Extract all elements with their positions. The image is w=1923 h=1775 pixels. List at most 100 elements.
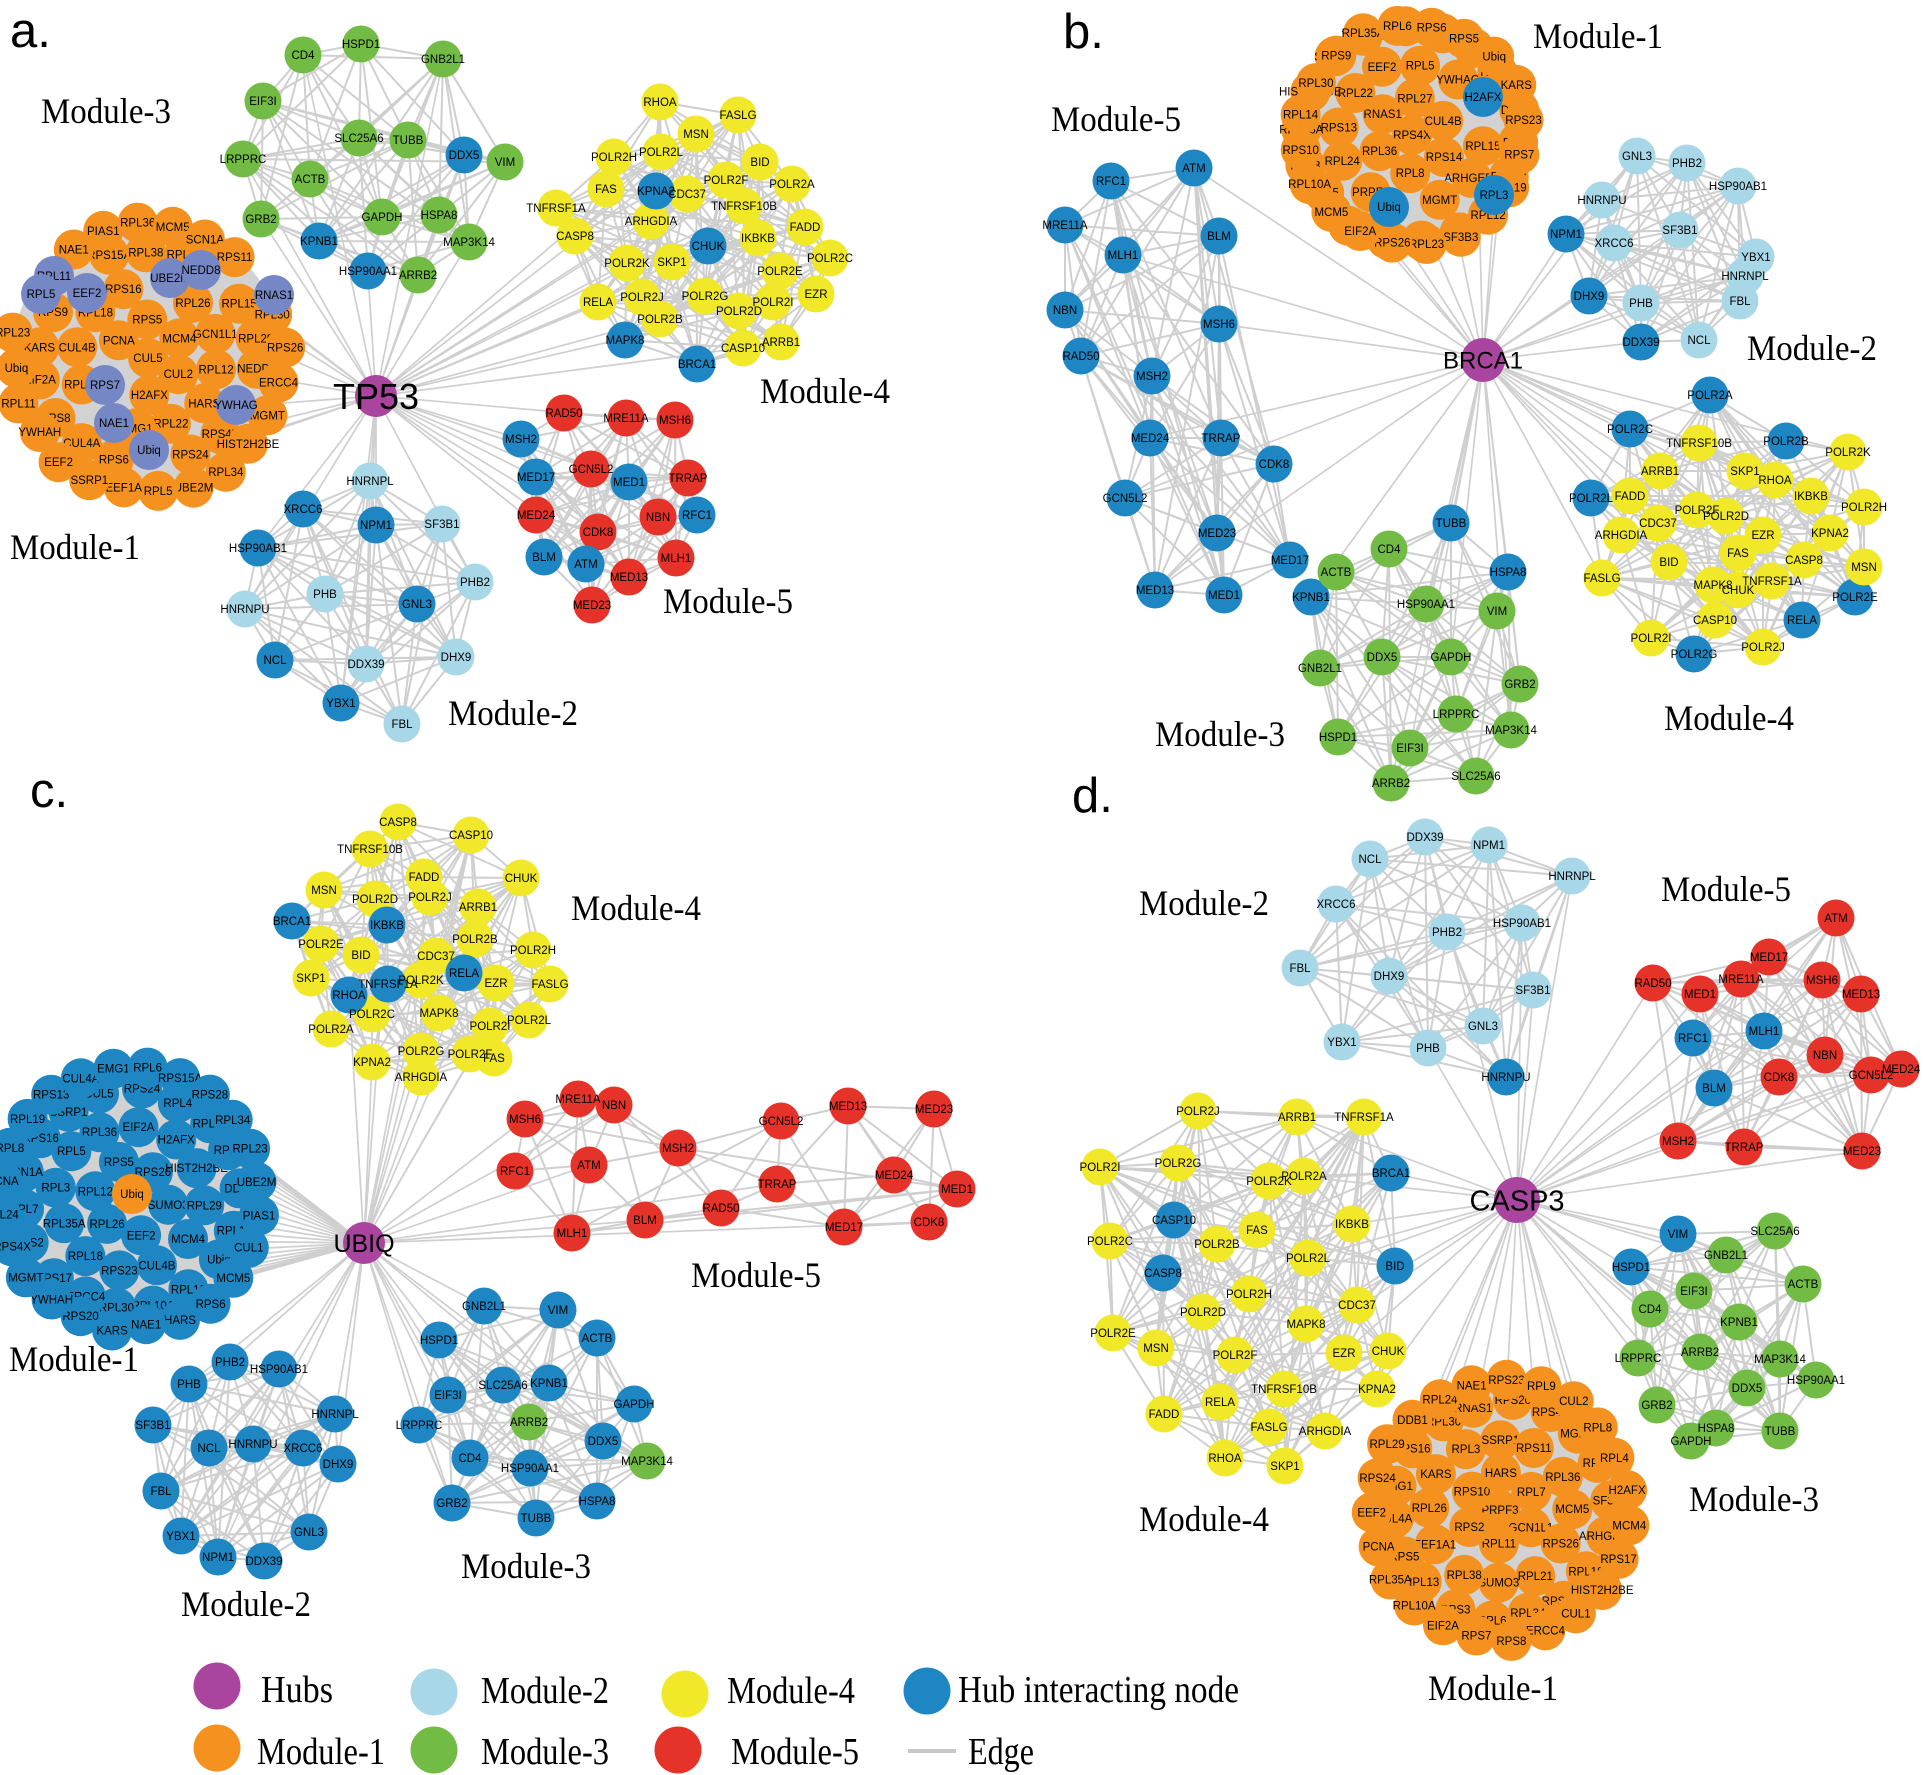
svg-text:HARS: HARS	[188, 398, 220, 410]
svg-text:MSH2: MSH2	[505, 434, 537, 446]
svg-text:RPL34: RPL34	[215, 1115, 251, 1127]
svg-text:Module-5: Module-5	[731, 1731, 859, 1773]
svg-text:RPS4X: RPS4X	[1393, 130, 1431, 142]
svg-text:HSP90AB1: HSP90AB1	[250, 1364, 308, 1376]
svg-text:NEDD8: NEDD8	[182, 265, 221, 277]
svg-text:RPL35A: RPL35A	[1369, 1575, 1412, 1587]
svg-text:EEF2: EEF2	[44, 457, 73, 469]
svg-text:POLR2K: POLR2K	[398, 975, 444, 987]
svg-text:Module-2: Module-2	[1747, 328, 1877, 368]
svg-text:RPL35A: RPL35A	[43, 1218, 86, 1230]
svg-text:POLR2C: POLR2C	[1607, 424, 1653, 436]
svg-text:POLR2J: POLR2J	[1176, 1106, 1219, 1118]
svg-text:POLR2I: POLR2I	[470, 1021, 511, 1033]
svg-text:RPS5: RPS5	[1449, 34, 1479, 46]
svg-text:POLR2G: POLR2G	[682, 291, 729, 303]
svg-text:HSP90AA1: HSP90AA1	[339, 266, 397, 278]
svg-text:HIST2H2BE: HIST2H2BE	[1571, 1585, 1634, 1597]
svg-text:CDC37: CDC37	[417, 951, 455, 963]
svg-text:MED17: MED17	[1750, 952, 1788, 964]
svg-text:RPL5: RPL5	[27, 289, 56, 301]
svg-text:NPM1: NPM1	[202, 1552, 234, 1564]
svg-text:RPL23: RPL23	[233, 1144, 268, 1156]
svg-text:RNAS1: RNAS1	[255, 290, 293, 302]
svg-text:RPL23: RPL23	[1409, 239, 1444, 251]
svg-text:RPS16: RPS16	[105, 284, 141, 296]
svg-text:RPS26: RPS26	[267, 343, 303, 355]
svg-text:KPNA2: KPNA2	[1358, 1384, 1396, 1396]
svg-text:Module-2: Module-2	[181, 1584, 311, 1624]
svg-text:MED13: MED13	[1842, 989, 1880, 1001]
svg-text:RPS10: RPS10	[1454, 1487, 1490, 1499]
svg-text:BLM: BLM	[1207, 231, 1231, 243]
svg-text:RPS10: RPS10	[1282, 145, 1318, 157]
svg-text:RPS8: RPS8	[1496, 1636, 1526, 1648]
svg-text:RPL3: RPL3	[1480, 190, 1509, 202]
svg-text:MAP3K14: MAP3K14	[621, 1456, 673, 1468]
svg-text:FASLG: FASLG	[1583, 573, 1620, 585]
svg-text:PHB2: PHB2	[1672, 158, 1702, 170]
svg-text:RPS13: RPS13	[1321, 123, 1357, 135]
svg-text:TNFRSF10B: TNFRSF10B	[1251, 1384, 1317, 1396]
svg-text:YBX1: YBX1	[1741, 252, 1770, 264]
svg-text:d.: d.	[1072, 769, 1113, 823]
svg-text:RPL29: RPL29	[1370, 1439, 1405, 1451]
svg-text:RPS26: RPS26	[1374, 238, 1410, 250]
svg-text:Module-4: Module-4	[760, 371, 890, 411]
svg-text:EEF2: EEF2	[127, 1230, 156, 1242]
svg-text:XRCC6: XRCC6	[284, 1443, 323, 1455]
svg-text:CDC37: CDC37	[1338, 1300, 1376, 1312]
svg-text:RPL5: RPL5	[144, 486, 173, 498]
svg-text:POLR2B: POLR2B	[1763, 436, 1809, 448]
svg-text:LRPPRC: LRPPRC	[396, 1420, 443, 1432]
svg-text:Module-1: Module-1	[257, 1731, 385, 1773]
svg-text:POLR2F: POLR2F	[704, 175, 749, 187]
svg-text:KPNB1: KPNB1	[1292, 592, 1330, 604]
svg-text:a.: a.	[10, 4, 51, 58]
svg-text:DHX9: DHX9	[323, 1459, 354, 1471]
svg-text:RPL22: RPL22	[1338, 88, 1373, 100]
svg-text:Module-1: Module-1	[9, 1339, 139, 1379]
svg-text:TNFRSF10B: TNFRSF10B	[711, 201, 777, 213]
svg-text:RAD50: RAD50	[702, 1203, 739, 1215]
svg-text:RPS23: RPS23	[101, 1266, 137, 1278]
svg-text:PRPF3: PRPF3	[1481, 1505, 1518, 1517]
svg-text:POLR2F: POLR2F	[448, 1049, 493, 1061]
svg-text:TNFRSF1A: TNFRSF1A	[1334, 1112, 1394, 1124]
svg-text:RPL22: RPL22	[153, 419, 188, 431]
svg-text:MCM5: MCM5	[1314, 207, 1348, 219]
svg-text:MAP3K14: MAP3K14	[1754, 1354, 1806, 1366]
svg-text:SSRP1: SSRP1	[1482, 1435, 1520, 1447]
svg-text:RPL38: RPL38	[128, 247, 163, 259]
svg-text:CASP8: CASP8	[1144, 1268, 1182, 1280]
svg-text:EEF2: EEF2	[1357, 1507, 1386, 1519]
svg-text:MLH1: MLH1	[661, 553, 692, 565]
svg-text:CASP10: CASP10	[449, 830, 493, 842]
svg-text:CASP10: CASP10	[1693, 615, 1737, 627]
svg-text:NAE1: NAE1	[1457, 1380, 1487, 1392]
svg-text:POLR2D: POLR2D	[1180, 1307, 1226, 1319]
svg-text:CDK8: CDK8	[1259, 459, 1290, 471]
svg-text:CDC37: CDC37	[1639, 518, 1677, 530]
svg-text:KARS: KARS	[1501, 80, 1533, 92]
svg-text:RHOA: RHOA	[1758, 475, 1792, 487]
svg-text:RPL30: RPL30	[1426, 1416, 1461, 1428]
svg-text:HSPA8: HSPA8	[1490, 567, 1527, 579]
svg-text:TRRAP: TRRAP	[1202, 433, 1241, 445]
svg-text:MED24: MED24	[1131, 433, 1170, 445]
svg-text:Edge: Edge	[968, 1731, 1034, 1773]
svg-text:POLR2E: POLR2E	[1832, 592, 1878, 604]
svg-text:Module-3: Module-3	[1689, 1479, 1819, 1519]
svg-text:CDC37: CDC37	[668, 189, 706, 201]
svg-text:POLR2F: POLR2F	[1675, 505, 1720, 517]
svg-text:Ubiq: Ubiq	[1482, 52, 1506, 64]
svg-text:HIST2H2BE: HIST2H2BE	[165, 1163, 228, 1175]
svg-text:RPL8: RPL8	[1396, 168, 1425, 180]
svg-text:GAPDH: GAPDH	[362, 212, 403, 224]
svg-text:SKP1: SKP1	[657, 257, 686, 269]
svg-text:UBIQ: UBIQ	[333, 1230, 394, 1258]
svg-text:MSN: MSN	[683, 129, 709, 141]
svg-text:GAPDH: GAPDH	[1671, 1436, 1712, 1448]
svg-text:XRCC6: XRCC6	[1595, 238, 1634, 250]
svg-text:TUBB: TUBB	[521, 1513, 552, 1525]
